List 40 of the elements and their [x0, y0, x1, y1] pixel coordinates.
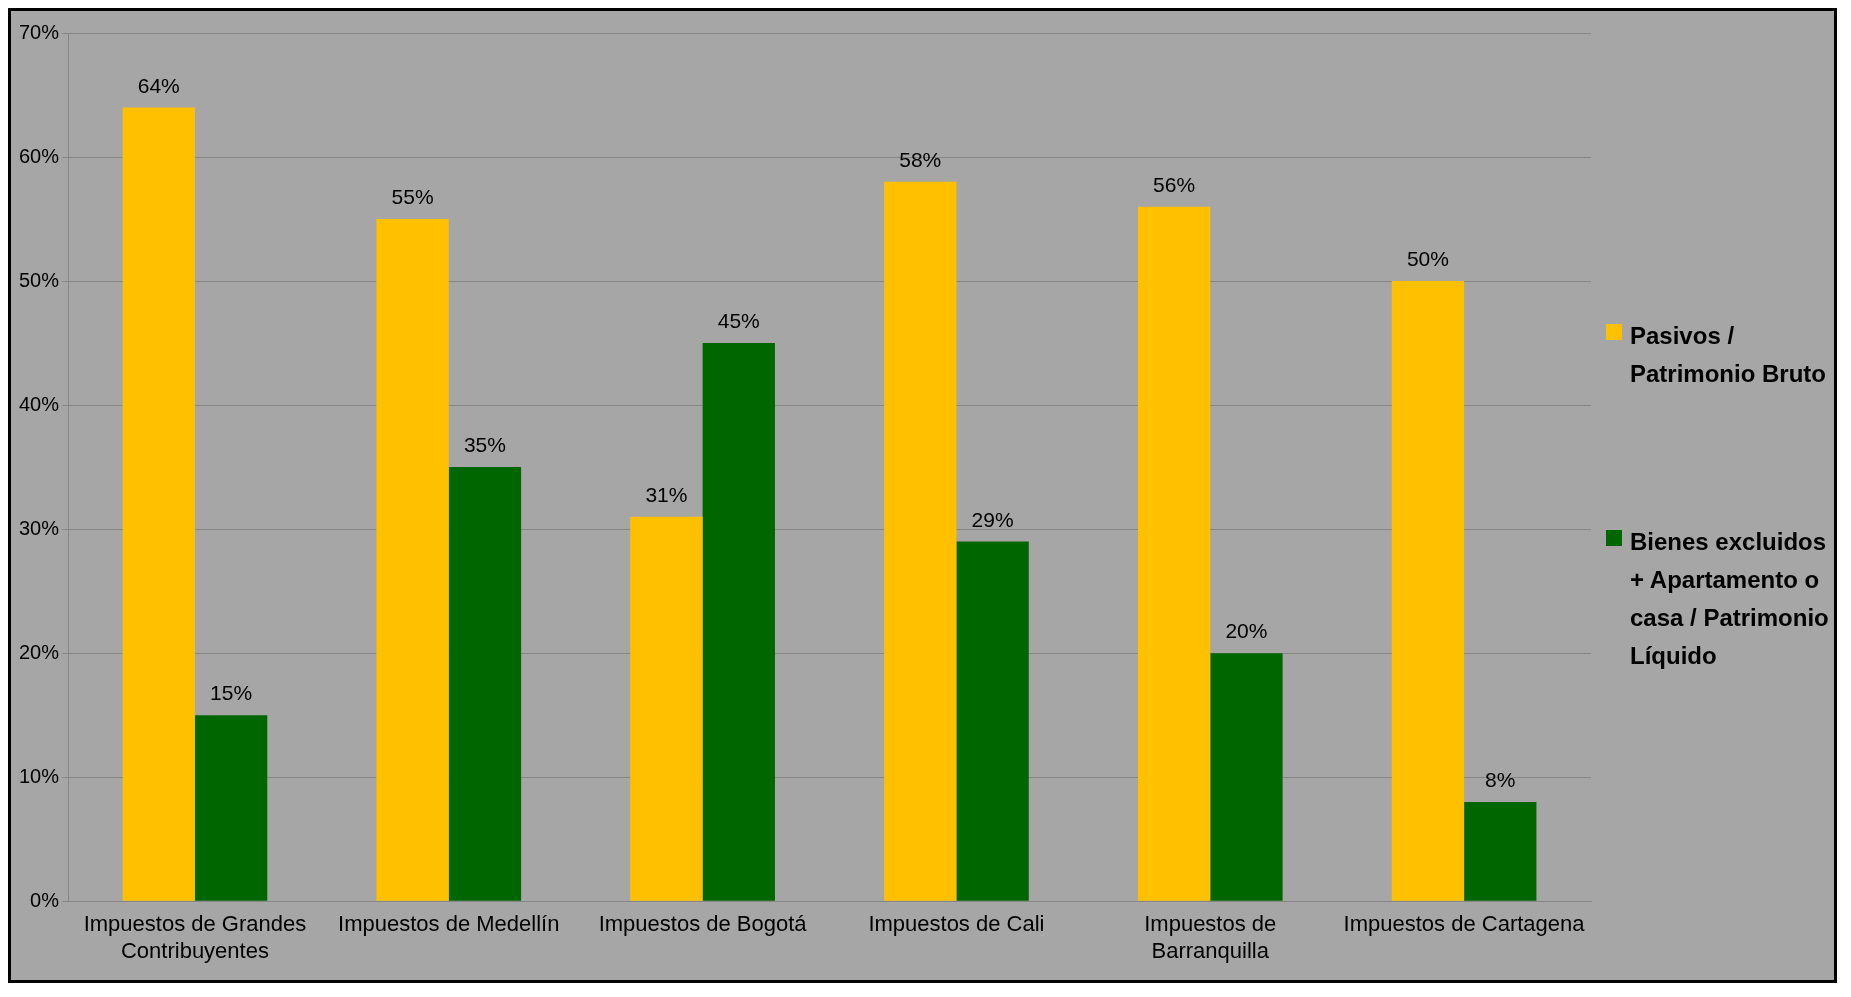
bar [1391, 281, 1465, 901]
bar [122, 107, 195, 901]
data-label: 58% [899, 148, 942, 172]
data-label: 35% [463, 433, 506, 457]
data-label: 45% [717, 309, 760, 333]
legend-label: Pasivos / Patrimonio Bruto [1630, 320, 1827, 389]
bar [376, 219, 449, 901]
data-label: 15% [210, 681, 253, 705]
data-label: 55% [391, 185, 434, 209]
data-label: 56% [1153, 172, 1196, 196]
x-tick-label: Impuestos de Grandes Contribuyentes [83, 911, 307, 963]
bar [1137, 206, 1211, 901]
y-tick-label: 60% [19, 144, 60, 167]
bar [1210, 653, 1283, 901]
data-label: 31% [645, 483, 688, 507]
bar [884, 181, 957, 901]
y-tick-label: 30% [19, 516, 60, 539]
x-tick-label: Impuestos de Medellín [338, 911, 560, 937]
data-label: 50% [1406, 247, 1449, 271]
x-tick-label: Impuestos de Cartagena [1343, 911, 1586, 937]
y-tick-label: 20% [19, 640, 60, 663]
legend-label: Bienes excluidos + Apartamento o casa / Patrimonio Líquido [1630, 526, 1830, 671]
data-label: 20% [1225, 619, 1268, 643]
data-label: 29% [971, 507, 1014, 531]
data-label: 64% [137, 73, 180, 97]
y-tick-label: 40% [19, 392, 60, 415]
y-tick-label: 0% [30, 888, 60, 911]
bar [630, 516, 703, 901]
data-label: 8% [1485, 768, 1516, 792]
bar [194, 715, 268, 901]
bar [448, 467, 522, 901]
bar [956, 541, 1029, 901]
y-tick-label: 50% [19, 268, 60, 291]
x-tick-label: Impuestos de Bogotá [598, 911, 808, 937]
y-tick-label: 10% [19, 764, 60, 787]
bar [702, 343, 775, 901]
bar [1464, 801, 1537, 901]
y-tick-label: 70% [19, 20, 60, 43]
x-tick-label: Impuestos de Cali [868, 911, 1045, 937]
x-tick-label: Impuestos de Barranquilla [1144, 911, 1277, 963]
